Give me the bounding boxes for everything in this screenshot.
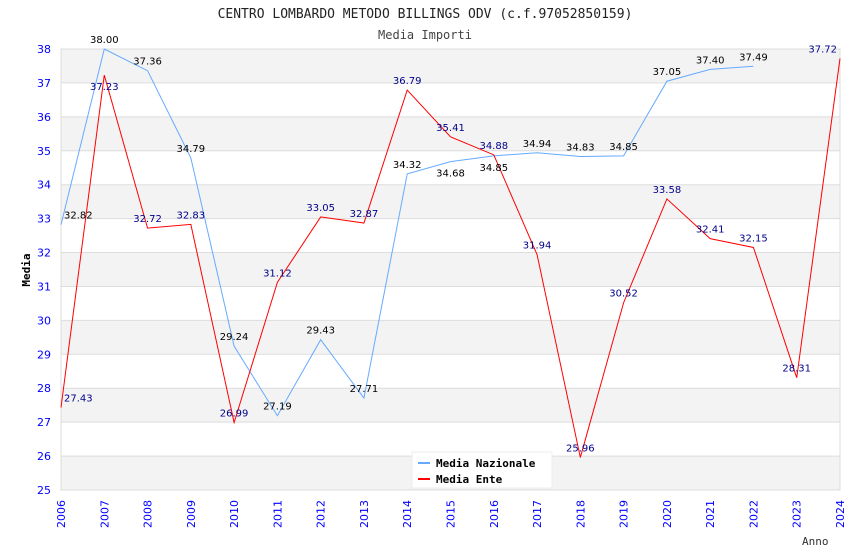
- data-label: 32.87: [350, 209, 379, 220]
- x-axis-label: Anno: [802, 535, 829, 548]
- data-label: 34.85: [609, 142, 638, 153]
- x-tick-label: 2015: [445, 500, 458, 528]
- y-tick-label: 38: [37, 43, 51, 56]
- data-label: 34.68: [436, 169, 465, 180]
- grid-band: [61, 49, 840, 83]
- y-tick-label: 29: [37, 348, 51, 361]
- data-label: 37.23: [90, 82, 119, 93]
- data-label: 28.31: [782, 364, 811, 375]
- legend: Media Nazionale Media Ente: [411, 451, 553, 489]
- x-tick-label: 2021: [704, 500, 717, 528]
- series-line-ente: [60, 58, 841, 458]
- grid-band: [61, 388, 840, 423]
- data-label: 37.49: [739, 52, 768, 63]
- x-tick-label: 2018: [574, 500, 587, 528]
- data-label: 32.82: [64, 211, 93, 222]
- y-tick-label: 31: [37, 280, 51, 293]
- series-line-nazionale: [60, 48, 754, 417]
- data-label: 38.00: [90, 35, 119, 46]
- data-label: 37.72: [808, 44, 837, 55]
- y-tick-label: 35: [37, 145, 51, 158]
- x-tick-label: 2010: [228, 500, 241, 528]
- data-label: 34.85: [479, 163, 508, 174]
- x-tick-label: 2011: [271, 500, 284, 528]
- x-tick-label: 2017: [531, 500, 544, 528]
- y-tick-label: 25: [37, 484, 51, 497]
- data-label: 33.58: [653, 185, 682, 196]
- data-label: 36.79: [393, 76, 422, 87]
- grid-band: [61, 320, 840, 355]
- x-tick-label: 2016: [488, 500, 501, 528]
- data-label: 29.43: [306, 326, 335, 337]
- x-tick-label: 2008: [142, 500, 155, 528]
- x-tick-label: 2014: [401, 500, 414, 528]
- x-tick-label: 2022: [747, 500, 760, 528]
- grid-band: [61, 252, 840, 287]
- data-label: 27.71: [350, 384, 379, 395]
- data-label: 34.32: [393, 160, 422, 171]
- data-label: 37.36: [133, 57, 162, 68]
- data-label: 34.83: [566, 143, 595, 154]
- data-label: 37.05: [653, 67, 682, 78]
- data-label: 34.79: [177, 144, 206, 155]
- chart-title: CENTRO LOMBARDO METODO BILLINGS ODV (c.f…: [218, 7, 633, 22]
- data-label: 27.19: [263, 402, 292, 413]
- grid-band: [61, 116, 840, 151]
- x-tick-label: 2009: [185, 500, 198, 528]
- y-tick-label: 26: [37, 450, 51, 463]
- y-tick-label: 32: [37, 247, 51, 260]
- data-label: 34.88: [479, 141, 508, 152]
- x-tick-label: 2019: [618, 500, 631, 528]
- legend-item-nazionale: Media Nazionale: [436, 457, 536, 470]
- x-tick-label: 2023: [791, 500, 804, 528]
- data-label: 26.99: [220, 408, 249, 419]
- x-tick-label: 2024: [834, 500, 847, 528]
- y-tick-label: 36: [37, 111, 51, 124]
- y-tick-label: 34: [37, 179, 51, 192]
- data-label: 27.43: [64, 394, 93, 405]
- data-label: 34.94: [523, 139, 552, 150]
- y-tick-label: 28: [37, 382, 51, 395]
- grid-band: [61, 184, 840, 219]
- data-label: 29.24: [220, 332, 249, 343]
- y-tick-label: 37: [37, 77, 51, 90]
- legend-item-ente: Media Ente: [436, 473, 503, 486]
- x-tick-label: 2020: [661, 500, 674, 528]
- x-tick-label: 2012: [315, 500, 328, 528]
- data-label: 37.40: [696, 55, 725, 66]
- data-label: 32.83: [177, 210, 206, 221]
- data-label: 35.41: [436, 123, 465, 134]
- y-axis-label: Media: [20, 253, 33, 286]
- x-tick-label: 2007: [98, 500, 111, 528]
- plot-border: [60, 48, 841, 491]
- y-tick-label: 30: [37, 314, 51, 327]
- data-label: 32.72: [133, 214, 162, 225]
- x-tick-label: 2006: [55, 500, 68, 528]
- chart-subtitle: Media Importi: [378, 28, 472, 42]
- data-label: 32.41: [696, 225, 725, 236]
- data-label: 33.05: [306, 203, 335, 214]
- data-label: 31.12: [263, 268, 292, 279]
- y-tick-label: 33: [37, 213, 51, 226]
- data-label: 31.94: [523, 241, 552, 252]
- data-label: 25.96: [566, 443, 595, 454]
- y-tick-label: 27: [37, 416, 51, 429]
- data-label: 30.52: [609, 289, 638, 300]
- data-label: 32.15: [739, 233, 768, 244]
- x-tick-label: 2013: [358, 500, 371, 528]
